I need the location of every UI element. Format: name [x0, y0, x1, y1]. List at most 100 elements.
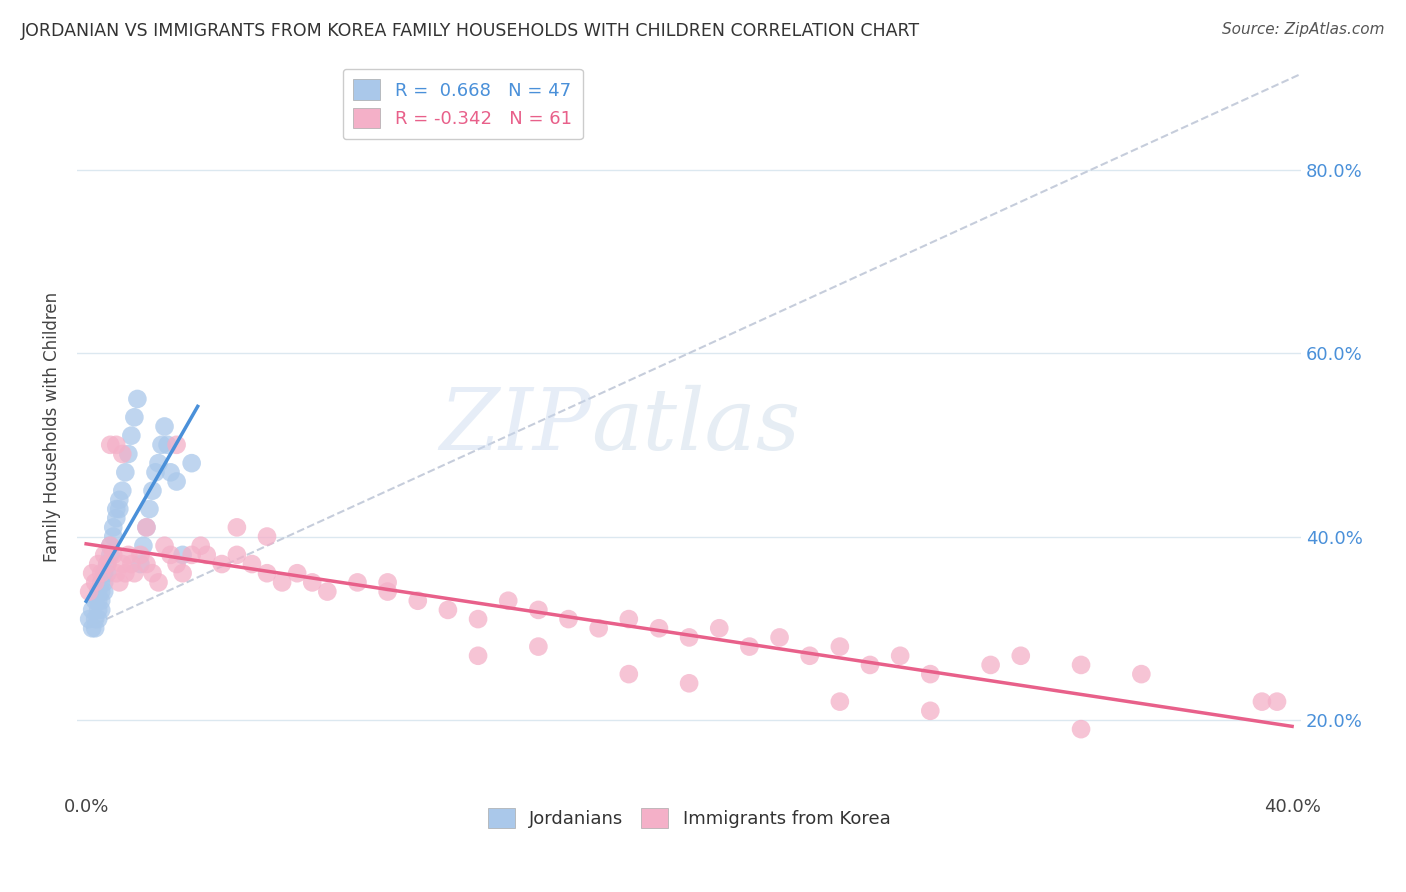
Point: [90, 575, 112, 590]
Point: [159, 548, 181, 562]
Point: [105, 511, 128, 525]
Point: [108, 492, 131, 507]
Point: [256, 566, 278, 581]
Point: [617, 667, 640, 681]
Point: [84, 575, 107, 590]
Point: [980, 657, 1002, 672]
Point: [1130, 667, 1153, 681]
Point: [105, 566, 128, 581]
Point: [150, 438, 173, 452]
Point: [148, 575, 170, 590]
Point: [1070, 722, 1092, 736]
Point: [135, 520, 157, 534]
Point: [738, 640, 761, 654]
Point: [240, 557, 263, 571]
Point: [301, 575, 323, 590]
Point: [527, 603, 550, 617]
Point: [117, 548, 139, 562]
Point: [111, 447, 134, 461]
Point: [828, 695, 851, 709]
Point: [82, 566, 104, 581]
Point: [678, 631, 700, 645]
Point: [141, 566, 163, 581]
Point: [135, 520, 157, 534]
Point: [256, 529, 278, 543]
Point: [87, 593, 110, 607]
Point: [799, 648, 821, 663]
Point: [225, 520, 247, 534]
Point: [211, 557, 233, 571]
Point: [111, 557, 134, 571]
Point: [588, 621, 610, 635]
Point: [316, 584, 339, 599]
Point: [93, 548, 115, 562]
Point: [148, 456, 170, 470]
Point: [96, 566, 118, 581]
Point: [98, 548, 121, 562]
Point: [437, 603, 460, 617]
Point: [114, 466, 136, 480]
Point: [467, 648, 489, 663]
Point: [93, 566, 115, 581]
Point: [98, 539, 121, 553]
Text: ZIP: ZIP: [439, 385, 591, 467]
Point: [889, 648, 911, 663]
Point: [195, 548, 218, 562]
Point: [828, 640, 851, 654]
Point: [285, 566, 308, 581]
Point: [135, 557, 157, 571]
Point: [859, 657, 882, 672]
Point: [120, 428, 142, 442]
Point: [108, 502, 131, 516]
Point: [114, 566, 136, 581]
Point: [377, 575, 399, 590]
Point: [768, 631, 790, 645]
Point: [98, 438, 121, 452]
Point: [377, 584, 399, 599]
Point: [132, 539, 155, 553]
Point: [617, 612, 640, 626]
Point: [1070, 657, 1092, 672]
Point: [346, 575, 368, 590]
Point: [117, 447, 139, 461]
Point: [153, 539, 176, 553]
Point: [1251, 695, 1274, 709]
Text: JORDANIAN VS IMMIGRANTS FROM KOREA FAMILY HOUSEHOLDS WITH CHILDREN CORRELATION C: JORDANIAN VS IMMIGRANTS FROM KOREA FAMIL…: [21, 22, 920, 40]
Point: [159, 466, 181, 480]
Point: [87, 612, 110, 626]
Point: [87, 557, 110, 571]
Point: [127, 392, 149, 406]
Point: [82, 603, 104, 617]
Legend: Jordanians, Immigrants from Korea: Jordanians, Immigrants from Korea: [481, 800, 898, 836]
Point: [77, 584, 100, 599]
Point: [166, 557, 188, 571]
Point: [124, 410, 146, 425]
Point: [93, 584, 115, 599]
Point: [87, 603, 110, 617]
Point: [87, 584, 110, 599]
Point: [145, 466, 167, 480]
Text: Source: ZipAtlas.com: Source: ZipAtlas.com: [1222, 22, 1385, 37]
Point: [166, 438, 188, 452]
Point: [103, 548, 125, 562]
Point: [1265, 695, 1288, 709]
Point: [124, 566, 146, 581]
Text: atlas: atlas: [591, 385, 800, 467]
Point: [90, 584, 112, 599]
Point: [77, 612, 100, 626]
Point: [129, 548, 152, 562]
Point: [98, 539, 121, 553]
Point: [527, 640, 550, 654]
Point: [84, 621, 107, 635]
Point: [90, 566, 112, 581]
Point: [103, 529, 125, 543]
Point: [96, 557, 118, 571]
Point: [678, 676, 700, 690]
Point: [557, 612, 579, 626]
Point: [920, 667, 942, 681]
Point: [180, 456, 202, 470]
Point: [129, 557, 152, 571]
Point: [90, 603, 112, 617]
Point: [496, 593, 519, 607]
Point: [172, 566, 194, 581]
